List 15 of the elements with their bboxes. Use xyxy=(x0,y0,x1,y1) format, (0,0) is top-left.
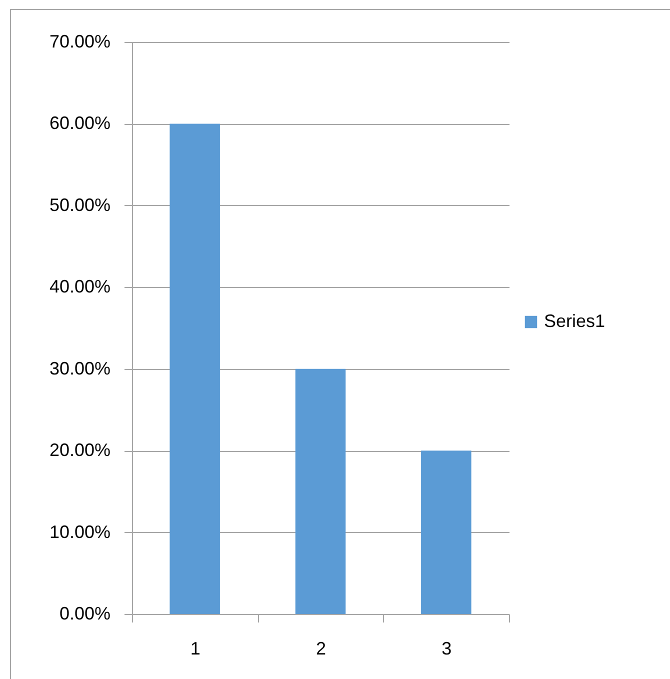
legend-label: Series1 xyxy=(544,311,606,331)
y-tick-label: 0.00% xyxy=(59,604,110,624)
bar xyxy=(295,368,346,614)
bar xyxy=(421,450,472,614)
y-tick-label: 70.00% xyxy=(49,32,110,52)
y-tick-label: 40.00% xyxy=(49,276,110,297)
y-tick-label: 60.00% xyxy=(49,113,110,134)
y-tick-label: 10.00% xyxy=(49,522,110,542)
x-tick-label: 2 xyxy=(316,638,326,658)
y-tick-label: 30.00% xyxy=(49,358,110,378)
bar xyxy=(170,124,220,614)
x-tick-label: 1 xyxy=(190,638,200,658)
y-tick-label: 20.00% xyxy=(49,440,110,460)
x-tick-label: 3 xyxy=(442,638,452,658)
y-tick-label: 50.00% xyxy=(49,194,110,215)
